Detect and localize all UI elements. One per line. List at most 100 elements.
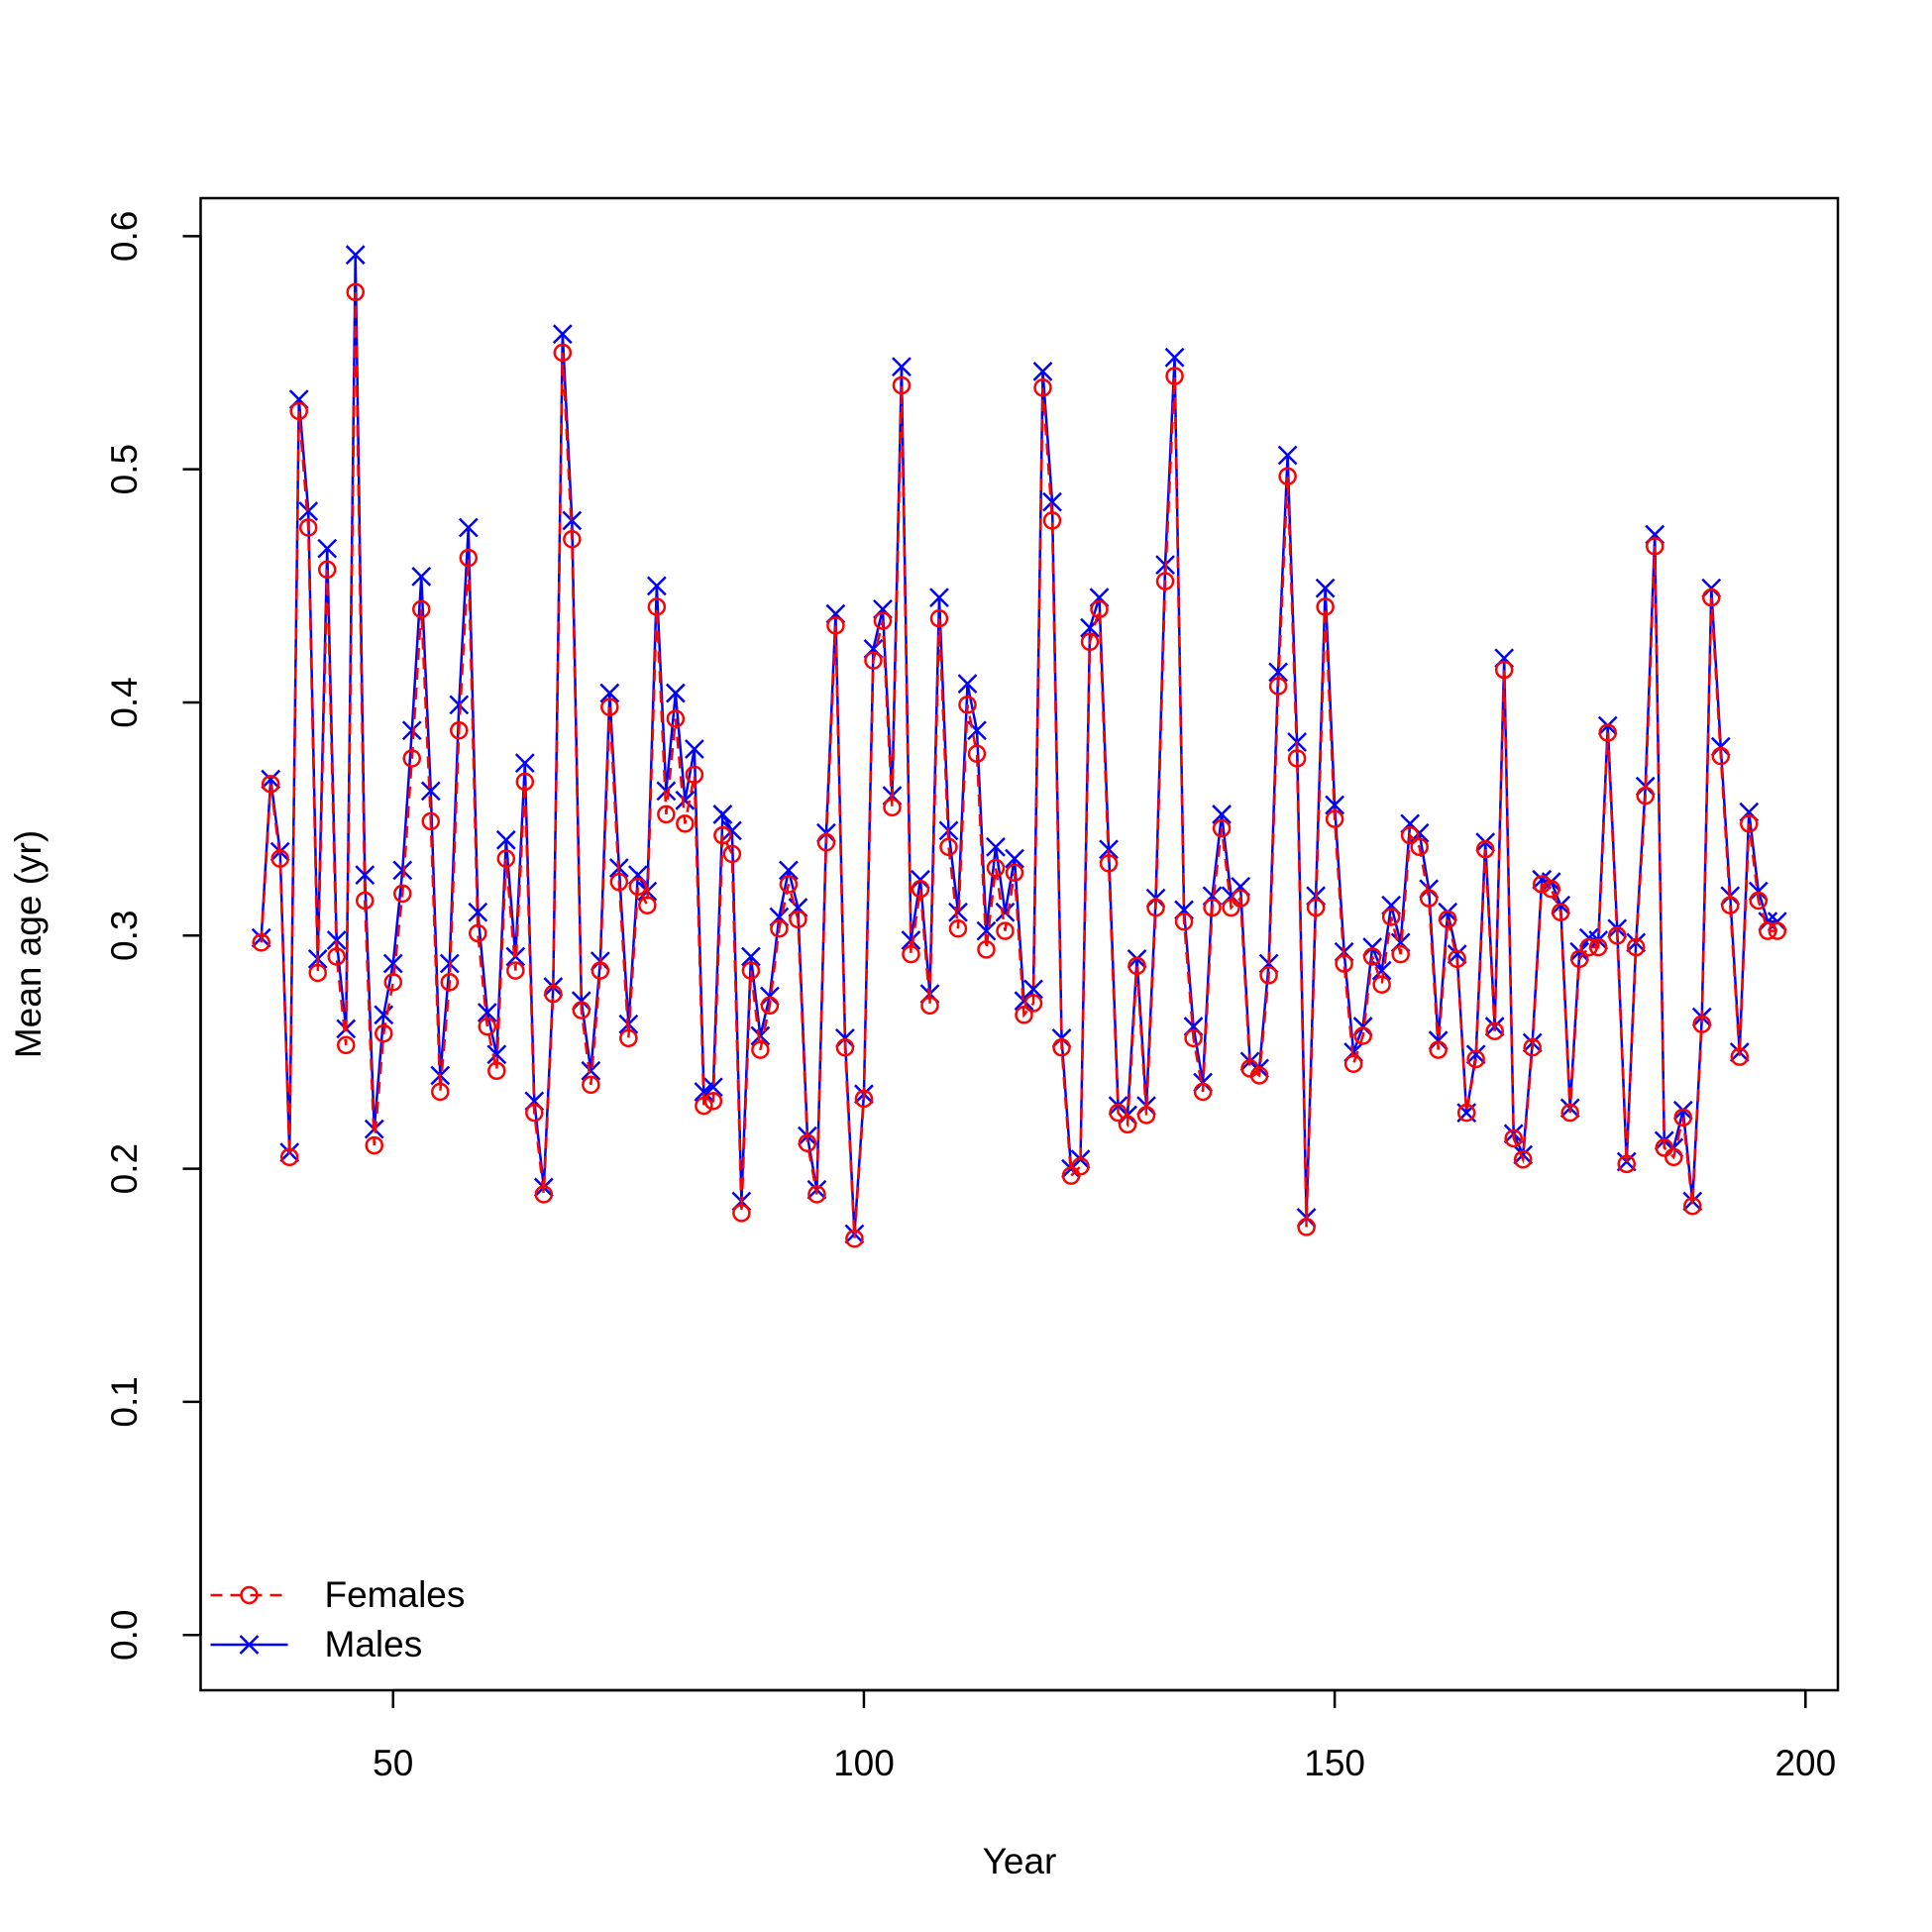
y-axis-label: Mean age (yr) <box>8 830 49 1058</box>
marker-circle <box>298 518 318 537</box>
marker-circle <box>1136 1106 1156 1125</box>
marker-x <box>355 865 376 885</box>
marker-circle <box>685 765 704 785</box>
marker-circle <box>1127 956 1146 976</box>
marker-circle <box>506 961 525 980</box>
marker-circle <box>469 923 487 943</box>
marker-circle <box>600 698 619 716</box>
marker-x <box>562 510 583 531</box>
marker-x <box>374 1005 394 1025</box>
marker-circle <box>816 832 836 852</box>
marker-x <box>392 860 413 881</box>
marker-circle <box>1268 677 1288 696</box>
marker-circle <box>1419 889 1439 908</box>
marker-circle <box>1071 1157 1090 1176</box>
marker-circle <box>582 1075 600 1095</box>
y-tick-label: 0.0 <box>104 1610 145 1661</box>
marker-circle <box>355 891 375 911</box>
marker-x <box>665 683 686 703</box>
marker-circle <box>676 814 695 833</box>
marker-circle <box>1118 1115 1137 1134</box>
marker-circle <box>1466 1049 1485 1069</box>
marker-x <box>468 902 488 922</box>
marker-circle <box>317 560 337 580</box>
marker-x <box>948 902 968 922</box>
marker-circle <box>1617 1154 1636 1174</box>
series-line <box>260 291 1777 1239</box>
marker-x <box>741 946 761 967</box>
marker-circle <box>948 918 968 938</box>
marker-circle <box>939 837 958 857</box>
marker-circle <box>572 1001 591 1020</box>
marker-circle <box>1372 975 1391 994</box>
marker-circle <box>845 1229 864 1248</box>
marker-circle <box>789 910 807 929</box>
marker-circle <box>252 933 270 952</box>
marker-circle <box>1664 1147 1683 1167</box>
marker-x <box>1513 1144 1534 1165</box>
marker-circle <box>732 1204 751 1223</box>
marker-circle <box>1768 921 1787 940</box>
marker-circle <box>1362 947 1382 966</box>
marker-circle <box>967 744 987 763</box>
marker-circle <box>1410 837 1429 857</box>
marker-circle <box>1109 1103 1127 1123</box>
marker-x <box>382 953 403 974</box>
marker-circle <box>1598 723 1617 742</box>
marker-circle <box>1042 511 1062 530</box>
marker-circle <box>977 940 996 959</box>
marker-circle <box>854 1089 874 1109</box>
marker-circle <box>770 918 789 938</box>
marker-x <box>684 739 704 759</box>
marker-circle <box>1711 746 1731 766</box>
marker-x <box>712 805 733 824</box>
marker-circle <box>1400 825 1420 845</box>
marker-circle <box>713 825 732 845</box>
marker-x <box>298 501 319 521</box>
marker-circle <box>1249 1066 1269 1085</box>
marker-circle <box>1184 1028 1203 1048</box>
legend-marker <box>240 1585 259 1605</box>
marker-circle <box>590 961 610 980</box>
marker-circle <box>1335 954 1353 973</box>
marker-x <box>892 357 912 377</box>
y-tick-label: 0.4 <box>104 677 145 727</box>
marker-circle <box>440 973 460 992</box>
marker-circle <box>365 1135 383 1155</box>
marker-x <box>1212 805 1232 824</box>
marker-circle <box>1212 818 1232 838</box>
y-tick-label: 0.2 <box>104 1143 145 1194</box>
marker-circle <box>544 984 563 1004</box>
marker-circle <box>1080 632 1100 652</box>
marker-circle <box>1673 1108 1693 1127</box>
marker-x <box>976 920 997 941</box>
marker-circle <box>1381 908 1401 926</box>
marker-circle <box>279 1147 299 1167</box>
marker-circle <box>289 401 308 421</box>
marker-circle <box>1456 1103 1476 1123</box>
marker-circle <box>807 1185 826 1204</box>
marker-circle <box>911 879 930 899</box>
marker-x <box>345 245 366 266</box>
marker-x <box>1042 491 1062 512</box>
marker-circle <box>1485 1021 1504 1041</box>
marker-circle <box>1259 966 1278 985</box>
marker-circle <box>1287 749 1307 768</box>
marker-x <box>995 902 1016 922</box>
marker-circle <box>1174 912 1194 931</box>
marker-circle <box>883 798 902 817</box>
marker-circle <box>1090 599 1109 619</box>
marker-circle <box>741 961 761 980</box>
marker-circle <box>1683 1197 1702 1216</box>
marker-circle <box>638 896 657 914</box>
marker-circle <box>496 849 516 868</box>
marker-x <box>1023 979 1043 1000</box>
marker-circle <box>1523 1037 1542 1057</box>
marker-x <box>495 829 516 850</box>
marker-circle <box>1325 809 1344 828</box>
marker-circle <box>1645 537 1664 556</box>
marker-circle <box>1165 367 1184 385</box>
marker-x <box>477 1003 497 1022</box>
y-tick-label: 0.6 <box>104 211 145 262</box>
marker-circle <box>657 805 676 824</box>
